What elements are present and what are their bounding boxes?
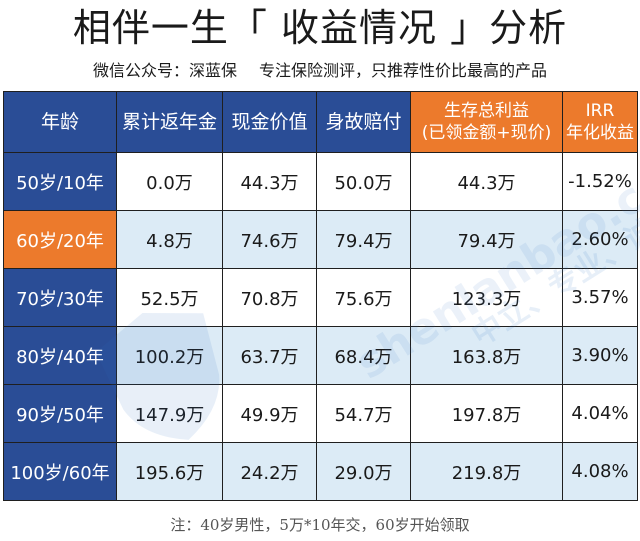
cell-death-benefit: 50.0万: [316, 152, 411, 211]
wechat-account: 微信公众号：深蓝保: [92, 61, 237, 80]
cell-total-benefit: 219.8万: [410, 442, 563, 501]
benefit-table: 年龄 累计返年金 现金价值 身故赔付 生存总利益 (已领金额+现价) IRR 年…: [3, 91, 638, 501]
cell-irr: 3.90%: [562, 326, 638, 385]
header-death-benefit: 身故赔付: [316, 91, 411, 153]
slogan: 专注保险测评，只推荐性价比最高的产品: [259, 61, 548, 80]
subtitle: 微信公众号：深蓝保 专注保险测评，只推荐性价比最高的产品: [0, 60, 640, 82]
cell-total-benefit: 79.4万: [410, 210, 563, 269]
cell-total-benefit: 44.3万: [410, 152, 563, 211]
cell-death-benefit: 68.4万: [316, 326, 411, 385]
cell-irr: -1.52%: [562, 152, 638, 211]
header-row: 年龄 累计返年金 现金价值 身故赔付 生存总利益 (已领金额+现价) IRR 年…: [3, 91, 638, 153]
header-irr: IRR 年化收益: [562, 91, 638, 153]
cell-cash-value: 63.7万: [222, 326, 317, 385]
cell-total-benefit: 123.3万: [410, 268, 563, 327]
table-row: 60岁/20年 4.8万 74.6万 79.4万 79.4万 2.60%: [3, 210, 638, 269]
cell-total-benefit: 197.8万: [410, 384, 563, 443]
header-total-benefit: 生存总利益 (已领金额+现价): [410, 91, 563, 153]
table-row: 50岁/10年 0.0万 44.3万 50.0万 44.3万 -1.52%: [3, 152, 638, 211]
cell-annuity: 4.8万: [116, 210, 223, 269]
cell-cash-value: 44.3万: [222, 152, 317, 211]
footnote: 注：40岁男性，5万*10年交，60岁开始领取: [170, 516, 470, 534]
header-age: 年龄: [3, 91, 117, 153]
cell-annuity: 52.5万: [116, 268, 223, 327]
header-annuity: 累计返年金: [116, 91, 223, 153]
cell-annuity: 100.2万: [116, 326, 223, 385]
cell-annuity: 195.6万: [116, 442, 223, 501]
header-total-benefit-line1: 生存总利益: [444, 101, 529, 121]
table-row: 90岁/50年 147.9万 49.9万 54.7万 197.8万 4.04%: [3, 384, 638, 443]
cell-cash-value: 74.6万: [222, 210, 317, 269]
table-row: 100岁/60年 195.6万 24.2万 29.0万 219.8万 4.08%: [3, 442, 638, 501]
cell-irr: 4.04%: [562, 384, 638, 443]
cell-death-benefit: 29.0万: [316, 442, 411, 501]
page-title: 相伴一生「 收益情况 」分析: [72, 6, 568, 50]
cell-death-benefit: 54.7万: [316, 384, 411, 443]
cell-age: 90岁/50年: [3, 384, 117, 443]
header-irr-line2: 年化收益: [566, 123, 634, 143]
cell-total-benefit: 163.8万: [410, 326, 563, 385]
header-cash-value: 现金价值: [222, 91, 317, 153]
cell-irr: 3.57%: [562, 268, 638, 327]
cell-death-benefit: 79.4万: [316, 210, 411, 269]
table-row: 80岁/40年 100.2万 63.7万 68.4万 163.8万 3.90%: [3, 326, 638, 385]
cell-age: 80岁/40年: [3, 326, 117, 385]
cell-death-benefit: 75.6万: [316, 268, 411, 327]
cell-irr: 2.60%: [562, 210, 638, 269]
cell-annuity: 0.0万: [116, 152, 223, 211]
cell-age: 100岁/60年: [3, 442, 117, 501]
cell-irr: 4.08%: [562, 442, 638, 501]
cell-cash-value: 49.9万: [222, 384, 317, 443]
cell-age: 70岁/30年: [3, 268, 117, 327]
table-row: 70岁/30年 52.5万 70.8万 75.6万 123.3万 3.57%: [3, 268, 638, 327]
cell-cash-value: 24.2万: [222, 442, 317, 501]
cell-annuity: 147.9万: [116, 384, 223, 443]
cell-age: 50岁/10年: [3, 152, 117, 211]
header-irr-line1: IRR: [585, 101, 615, 121]
cell-cash-value: 70.8万: [222, 268, 317, 327]
header-total-benefit-line2: (已领金额+现价): [421, 123, 552, 143]
cell-age: 60岁/20年: [3, 210, 117, 269]
